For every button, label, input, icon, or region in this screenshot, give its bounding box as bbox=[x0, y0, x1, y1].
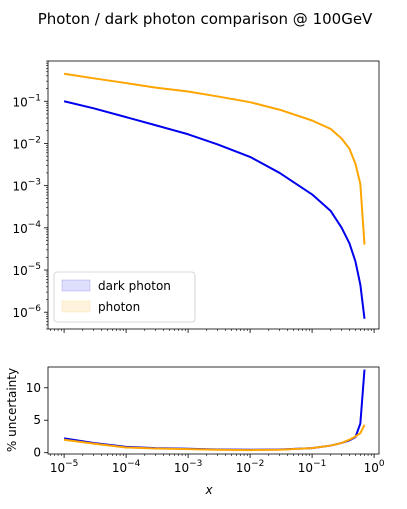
main-major-ticks bbox=[44, 100, 375, 333]
uncertainty-major-ticks bbox=[44, 387, 375, 458]
series-line-dark-photon bbox=[63, 100, 366, 319]
legend-box bbox=[53, 271, 196, 323]
chart-title: Photon / dark photon comparison @ 100GeV bbox=[38, 10, 373, 28]
legend-swatch bbox=[61, 300, 91, 313]
y-tick-label: 10−3 bbox=[12, 178, 41, 194]
x-tick-label: 10−4 bbox=[112, 459, 141, 475]
main-plot-frame bbox=[47, 60, 380, 330]
y-tick-label: 0 bbox=[33, 446, 41, 460]
y-tick-label: 10−2 bbox=[12, 135, 41, 151]
uncertainty-xtick-labels: 10−5 10−4 10−3 10−2 10−1 100 bbox=[50, 459, 385, 475]
y-tick-label: 10−1 bbox=[12, 93, 41, 109]
x-axis-label: x bbox=[204, 483, 213, 497]
series-line-photon bbox=[63, 424, 366, 452]
series-line-dark-photon bbox=[63, 369, 366, 451]
y-tick-label: 10−6 bbox=[12, 304, 41, 320]
main-series bbox=[63, 72, 366, 319]
y-tick-label: 5 bbox=[33, 413, 41, 427]
y-tick-label: 10−5 bbox=[12, 262, 41, 278]
legend-label: dark photon bbox=[98, 279, 171, 293]
main-ytick-labels: 10−1 10−2 10−3 10−4 10−5 10−6 bbox=[12, 93, 41, 320]
x-tick-label: 100 bbox=[364, 459, 385, 475]
x-tick-label: 10−1 bbox=[298, 459, 327, 475]
uncertainty-panel: 0 5 10 10−5 10−4 10−3 10−2 10−1 100 % uncertain… bbox=[5, 366, 385, 497]
legend-label: photon bbox=[98, 300, 140, 314]
uncertainty-plot-frame bbox=[47, 366, 380, 455]
main-panel: 10−1 10−2 10−3 10−4 10−5 10−6 dark photon phot… bbox=[12, 60, 380, 333]
series-line-photon bbox=[63, 72, 366, 245]
legend-swatch bbox=[61, 279, 91, 292]
x-tick-label: 10−3 bbox=[174, 459, 203, 475]
legend: dark photon photon bbox=[53, 271, 196, 323]
uncertainty-ytick-labels: 0 5 10 bbox=[26, 381, 41, 460]
uncertainty-series bbox=[63, 369, 366, 452]
y-tick-label: 10 bbox=[26, 381, 41, 395]
y-tick-label: 10−4 bbox=[12, 220, 41, 236]
x-tick-label: 10−2 bbox=[236, 459, 265, 475]
uncertainty-ylabel: % uncertainty bbox=[5, 368, 19, 452]
x-tick-label: 10−5 bbox=[50, 459, 79, 475]
